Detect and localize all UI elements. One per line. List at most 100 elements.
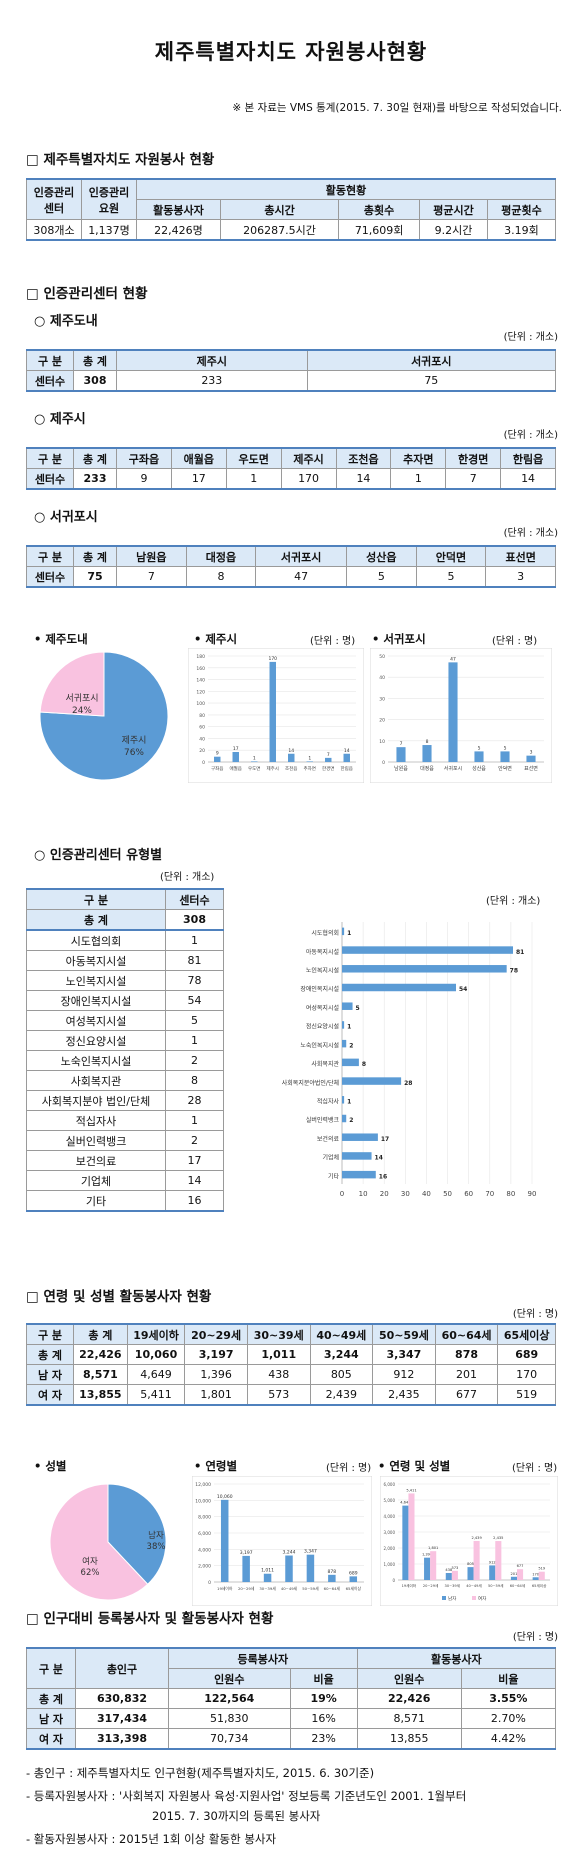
bar [342,983,456,992]
data-label: 81 [516,949,524,956]
row-label: 센터수 [26,566,74,588]
bar [342,1058,359,1067]
cell: 22,426명 [136,219,221,241]
cell: 1,396 [184,1364,248,1385]
cell: 51,830 [168,1708,291,1729]
cell: 122,564 [168,1688,291,1709]
cell: 308 [73,370,117,392]
table-row: 남 자 8,571 4,649 1,396 438 805 912 201 170 [26,1364,556,1385]
pie-chart-gender: 남자 38% 여자 62% [49,1483,167,1601]
bar [408,1493,415,1580]
x-tick-label: 40 [422,1190,431,1198]
x-tick-label: 0 [340,1190,344,1198]
cell: 206287.5시간 [219,219,340,241]
x-tick-label: 제주시 [267,765,279,772]
y-tick-label: 보건의료 [317,1135,340,1143]
unit-label: (단위 : 개소) [503,528,558,539]
chart-unit: (단위 : 개소) [486,896,541,907]
y-tick-label: 6,000 [198,1531,211,1537]
header-cell: 우도면 [225,447,282,469]
x-tick-label: 애월읍 [230,765,242,772]
data-label: 5 [356,1005,360,1012]
y-tick-label: 사회복지관 [311,1060,339,1068]
row-label: 남 자 [26,1364,74,1385]
chart-unit: (단위 : 명) [326,1463,372,1474]
cell: 3,197 [184,1344,248,1365]
cell: 10,060 [126,1344,186,1365]
row-label: 총 계 [26,1688,76,1709]
chart-frame [188,648,364,783]
x-tick-label: 60 [464,1190,473,1198]
y-tick-label: 0 [382,760,385,766]
cell: 1 [390,468,447,490]
data-label: 3,244 [283,1550,296,1556]
unit-label: (단위 : 명) [512,1632,558,1643]
data-label: 2 [349,1117,353,1124]
cell: 317,434 [75,1708,169,1729]
bar [342,1039,347,1048]
table-row: 사회복지분야 법인/단체 28 [26,1090,224,1111]
data-label: 8 [426,739,429,745]
data-label: 14 [288,748,294,754]
cell: 22,426 [73,1344,128,1365]
x-tick-label: 남원읍 [394,765,408,772]
data-label: 7 [327,752,330,758]
cell: 71,609회 [338,219,420,241]
row-label: 장애인복지시설 [26,990,166,1011]
bar [343,753,350,762]
header-col: 총횟수 [338,199,420,220]
bar-chart-seogwipo: 0 10 20 30 40 50 7 남원읍 8 대정읍 47 서귀포시 5 성산읍 5 안덕면 3 표선면 [370,648,552,783]
bar [342,946,513,954]
table-row: 사회복지관 8 [26,1070,224,1091]
pie-pct-jeju: 76% [124,748,144,758]
header-cell: 60~64세 [434,1323,499,1345]
y-tick-label: 100 [196,701,205,707]
cell: 5 [415,566,487,588]
cell: 81 [165,950,224,971]
x-tick-label: 60~64세 [510,1583,525,1588]
header-cell: 센터수 [165,888,224,910]
header-cell: 총 계 [73,545,117,567]
x-tick-label: 65세이상 [532,1583,547,1588]
header-cell: 총 계 [73,1323,128,1345]
total-label: 총 계 [26,909,166,931]
table-row: 기업체 14 [26,1170,224,1191]
chart-caption-jeju-si: • 제주시 [194,632,238,646]
header-cell: 남원읍 [116,545,187,567]
x-tick-label: 20~29세 [423,1583,438,1588]
x-tick-label: 30~39세 [259,1586,276,1591]
x-tick-label: 10 [359,1190,368,1198]
header-col: 평균시간 [418,199,488,220]
data-label: 912 [489,1560,496,1564]
data-label: 2,435 [493,1536,503,1540]
bar [342,1002,353,1010]
bar [306,761,313,762]
cell: 3.19회 [486,219,557,241]
table-row: 아동복지시설 81 [26,950,224,971]
x-tick-label: 30 [401,1190,410,1198]
data-label: 201 [511,1572,518,1576]
x-tick-label: 서귀포시 [444,765,462,772]
data-label: 8 [362,1061,366,1068]
cell: 23% [289,1728,358,1750]
cell: 201 [434,1364,499,1385]
pie-label-seogwipo: 서귀포시 [65,693,98,704]
header-cell: 활동봉사자 [356,1647,557,1669]
header-staff: 인증관리 요원 [81,178,137,220]
cell: 233 [73,468,117,490]
x-tick-label: 추자면 [304,765,316,772]
cell: 2 [165,1130,224,1151]
x-tick-label: 50 [443,1190,452,1198]
cell: 17 [165,1150,224,1171]
row-label: 노인복지시설 [26,970,166,991]
row-label: 보건의료 [26,1150,166,1171]
data-label: 677 [517,1564,524,1568]
header-cell: 제주시 [280,447,337,469]
row-label: 시도협의회 [26,929,166,951]
overview-table: 인증관리 센터 인증관리 요원 활동현황 활동봉사자 총시간 총횟수 평균시간 … [26,178,557,241]
pie-label-male: 남자 [148,1531,164,1541]
y-tick-label: 장애인복지시설 [300,985,339,993]
row-label: 남 자 [26,1708,76,1729]
cell: 1 [165,1030,224,1051]
chart-caption-age-gender: • 연령 및 성별 [378,1459,451,1473]
